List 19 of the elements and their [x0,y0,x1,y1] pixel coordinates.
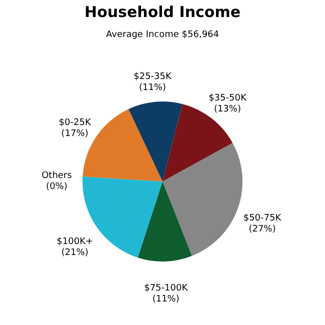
slice-label: $25-35K [134,72,172,82]
text: (0%) [46,182,68,192]
chart-subtitle: Average Income $56,964 [106,30,220,40]
chart-title: Household Income [84,3,240,21]
category-label: Others [42,170,72,181]
pie-slice [138,182,192,262]
data-label: (21%) [61,248,88,258]
pie-slice [128,102,182,182]
data-label: (17%) [61,128,88,139]
data-label: (13%) [214,104,241,115]
slice-label: $100K+ [56,237,94,248]
data-label: (27%) [248,224,276,234]
pie-slice [162,142,242,256]
slice-label: $35-50K [208,94,248,104]
slice-label: $50-75K [243,213,282,224]
slice-label: $0-25K [58,118,92,128]
slice-label: $75-100K [144,283,189,294]
data-label: (11%) [138,82,166,93]
data-label: (11%) [152,294,180,304]
